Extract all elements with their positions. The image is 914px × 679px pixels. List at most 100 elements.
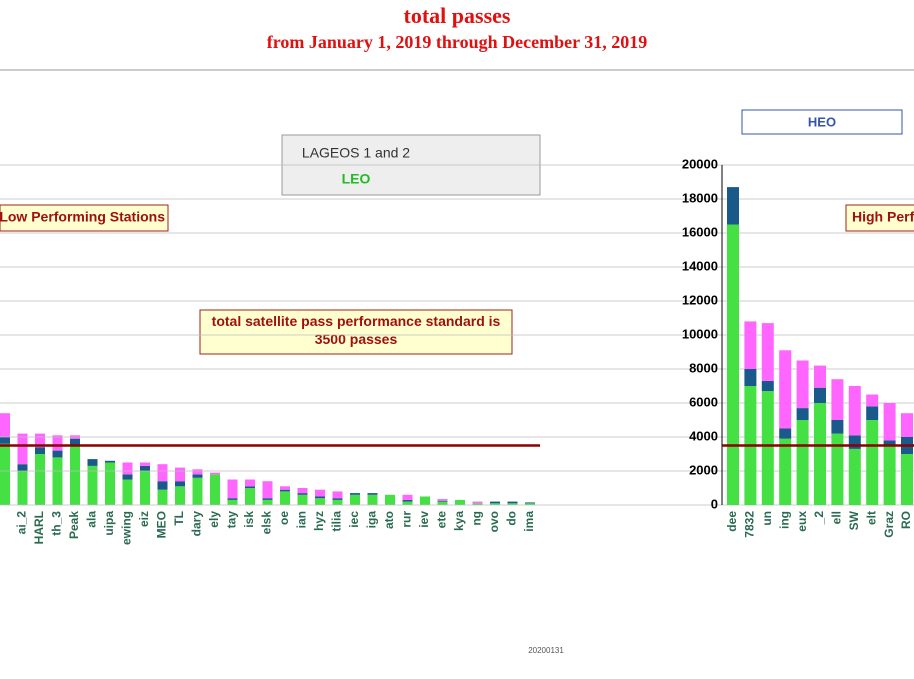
bar-segment [901, 454, 913, 505]
bar-segment [525, 503, 535, 505]
annotation: High Performing Stations [852, 209, 914, 225]
bar-segment [866, 420, 879, 505]
bar-segment [883, 440, 896, 446]
x-tick-label: ing [777, 511, 791, 529]
x-tick-label: ely [207, 511, 221, 528]
bar-segment [744, 321, 757, 369]
bar-segment [437, 501, 448, 505]
bar-segment [245, 486, 255, 488]
x-tick-label: eiz [137, 511, 151, 527]
bar-segment [0, 413, 10, 437]
x-tick-label: isk [242, 511, 256, 528]
bar-segment [17, 471, 28, 505]
bar-segment [210, 472, 220, 475]
bar-segment [0, 443, 10, 505]
y-tick-label: 20000 [682, 156, 718, 171]
x-tick-label: th_3 [50, 511, 64, 536]
bar-segment [472, 503, 483, 505]
bar-segment [332, 498, 343, 500]
bar-segment [140, 471, 150, 505]
bar-segment [35, 447, 45, 454]
x-tick-label: MEO [155, 511, 169, 538]
bar-segment [507, 503, 518, 505]
x-tick-label: ng [470, 511, 484, 526]
note-text: total satellite pass performance standar… [211, 313, 501, 347]
bar-segment [70, 445, 80, 505]
bar-segment [262, 499, 273, 505]
bar-segment [227, 479, 238, 499]
x-tick-label: hyz [312, 511, 326, 531]
bar-segment [744, 369, 757, 386]
bar-segment [315, 489, 325, 497]
bar-segment [472, 501, 483, 504]
legend-box [741, 109, 903, 135]
bar-segment [866, 406, 879, 420]
x-tick-label: do [505, 511, 519, 526]
bar-segment [210, 474, 220, 505]
annotation-box [0, 204, 169, 232]
bar-segment [227, 498, 238, 500]
bar-segment [280, 486, 290, 490]
x-tick-label: Peak [67, 511, 81, 539]
bar-segment [297, 494, 308, 505]
bar-segment [52, 435, 63, 451]
x-tick-label: ell [830, 511, 844, 524]
bar-segment [52, 457, 63, 505]
y-tick-label: 8000 [689, 360, 718, 375]
x-tick-label: kya [452, 511, 466, 531]
x-tick-label: TL [172, 511, 186, 526]
bar-segment [35, 433, 45, 448]
bar-segment [192, 474, 203, 478]
bar-segment [0, 437, 10, 444]
x-tick-label: elt [864, 511, 878, 525]
bar-segment [245, 479, 255, 487]
x-tick-label: un [760, 511, 774, 526]
bar-segment [490, 501, 500, 504]
y-tick-label: 6000 [689, 394, 718, 409]
bar-segment [105, 460, 115, 463]
bar-segment [814, 387, 826, 403]
x-tick-label: rur [400, 511, 414, 528]
bar-segment [350, 493, 360, 495]
bar-segment [70, 438, 80, 446]
bar-segment [140, 465, 150, 471]
y-tick-label: 14000 [682, 258, 718, 273]
x-tick-label: iev [417, 511, 431, 528]
bar-segment [192, 469, 203, 475]
bar-segment [17, 464, 28, 471]
legend-entry: LAGEOS 1 and 2 [302, 145, 410, 161]
title: total passes [404, 3, 511, 28]
x-tick-label: tay [225, 511, 239, 529]
x-tick-label: ato [382, 511, 396, 529]
legend-entry: LEO [342, 171, 371, 187]
bar-segment [367, 494, 378, 505]
footer: 20200131 [528, 646, 564, 655]
bar-segment [831, 420, 844, 434]
bar-segment [122, 479, 133, 505]
bar-segment [157, 464, 168, 482]
note: total satellite pass performance standar… [211, 313, 501, 347]
x-tick-label: ewing [120, 511, 134, 545]
x-tick-label: ima [522, 511, 536, 532]
bar-segment [848, 435, 861, 449]
x-tick-label: SW [847, 510, 861, 530]
x-tick-label: uipa [102, 511, 116, 536]
bar-segment [402, 494, 413, 500]
x-tick-label: 7832 [743, 511, 757, 538]
bar-segment [332, 499, 343, 505]
bar-segment [87, 459, 98, 466]
note-box [199, 309, 513, 355]
bar-segment [297, 493, 308, 495]
bar-segment [402, 501, 413, 505]
x-tick-label: tilia [330, 511, 344, 532]
bar-segment [35, 454, 45, 505]
x-tick-label: dee [725, 511, 739, 532]
bar-segment [122, 474, 133, 480]
bar-segment [192, 477, 203, 505]
bar-segment [848, 386, 861, 436]
subtitle: from January 1, 2019 through December 31… [267, 32, 647, 52]
y-tick-label: 0 [711, 496, 718, 511]
x-tick-label: ovo [487, 511, 501, 532]
bar-segment [866, 394, 879, 407]
